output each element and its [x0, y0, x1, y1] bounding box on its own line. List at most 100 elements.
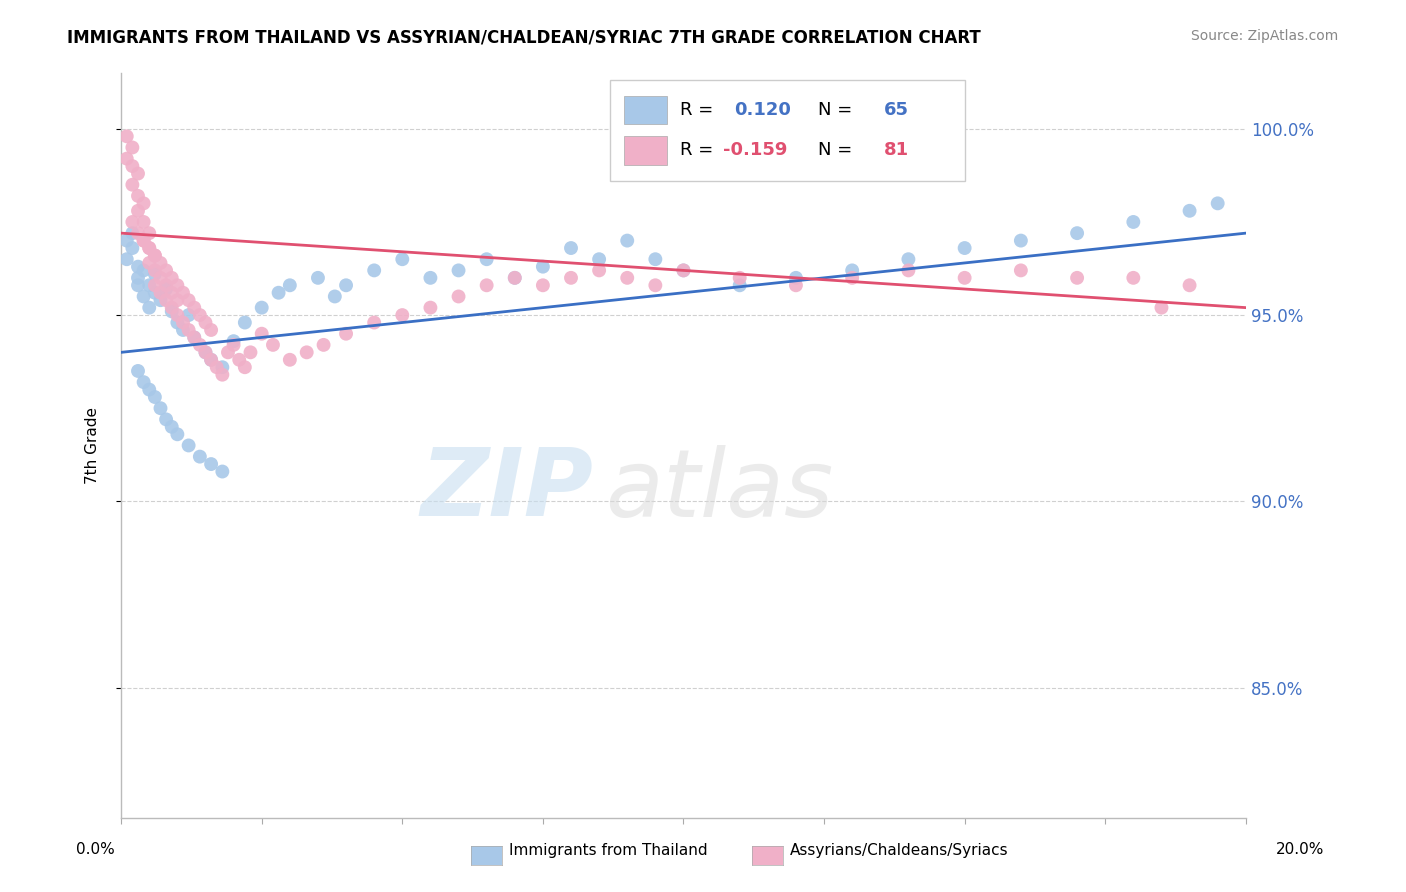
Point [205, 360, 228, 375]
Point [419, 270, 441, 285]
Point [155, 263, 177, 277]
Text: N =: N = [818, 142, 859, 160]
Point [307, 270, 329, 285]
Point [155, 278, 177, 293]
Point [363, 316, 385, 330]
Point [138, 226, 160, 240]
Point [250, 326, 273, 341]
Point [132, 234, 155, 248]
Point [132, 263, 155, 277]
FancyBboxPatch shape [624, 136, 666, 165]
Point [143, 267, 166, 281]
Point [121, 226, 143, 240]
Text: 0.0%: 0.0% [76, 842, 115, 856]
Point [560, 241, 582, 255]
Point [841, 270, 863, 285]
Point [1010, 234, 1032, 248]
Point [183, 330, 205, 344]
Point [1066, 226, 1088, 240]
Point [127, 203, 149, 218]
Point [149, 293, 172, 308]
Text: N =: N = [818, 101, 859, 120]
Point [115, 129, 138, 144]
Point [127, 189, 149, 203]
Point [155, 282, 177, 296]
Point [138, 301, 160, 315]
Point [335, 278, 357, 293]
Point [1010, 263, 1032, 277]
Point [115, 234, 138, 248]
Point [166, 316, 188, 330]
Point [447, 263, 470, 277]
Point [188, 308, 211, 322]
Point [149, 285, 172, 300]
Point [278, 278, 301, 293]
Point [138, 278, 160, 293]
Text: Immigrants from Thailand: Immigrants from Thailand [509, 843, 707, 857]
Point [160, 270, 183, 285]
Point [132, 375, 155, 389]
Point [143, 248, 166, 262]
Point [323, 289, 346, 303]
Point [177, 308, 200, 322]
Point [391, 308, 413, 322]
Point [115, 252, 138, 267]
Point [127, 364, 149, 378]
Point [183, 301, 205, 315]
Point [127, 260, 149, 274]
Point [228, 352, 250, 367]
Point [138, 256, 160, 270]
Point [143, 285, 166, 300]
Point [194, 316, 217, 330]
Point [250, 301, 273, 315]
Point [121, 215, 143, 229]
Point [419, 301, 441, 315]
Point [200, 352, 222, 367]
FancyBboxPatch shape [610, 80, 965, 181]
Point [1206, 196, 1229, 211]
Point [138, 383, 160, 397]
Point [644, 278, 666, 293]
Point [132, 234, 155, 248]
Point [335, 326, 357, 341]
Text: 65: 65 [883, 101, 908, 120]
Point [222, 334, 245, 348]
Point [785, 278, 807, 293]
Point [953, 241, 976, 255]
Point [121, 178, 143, 192]
Point [1178, 203, 1201, 218]
Text: 0.120: 0.120 [734, 101, 792, 120]
Point [616, 234, 638, 248]
Point [200, 323, 222, 337]
Point [121, 159, 143, 173]
Point [149, 401, 172, 416]
Point [127, 226, 149, 240]
Point [177, 293, 200, 308]
Point [785, 270, 807, 285]
Point [155, 412, 177, 426]
Point [391, 252, 413, 267]
Point [295, 345, 318, 359]
Point [897, 263, 920, 277]
Point [531, 260, 554, 274]
Point [155, 293, 177, 308]
Point [127, 167, 149, 181]
Point [211, 360, 233, 375]
Text: ZIP: ZIP [420, 444, 593, 536]
Point [200, 457, 222, 471]
Point [127, 278, 149, 293]
Point [588, 263, 610, 277]
Point [503, 270, 526, 285]
Point [132, 289, 155, 303]
Point [149, 270, 172, 285]
Point [475, 252, 498, 267]
Point [127, 270, 149, 285]
Point [211, 368, 233, 382]
Point [143, 263, 166, 277]
Point [728, 278, 751, 293]
Point [177, 323, 200, 337]
Point [160, 304, 183, 318]
Point [475, 278, 498, 293]
Point [233, 360, 256, 375]
Text: R =: R = [681, 142, 718, 160]
